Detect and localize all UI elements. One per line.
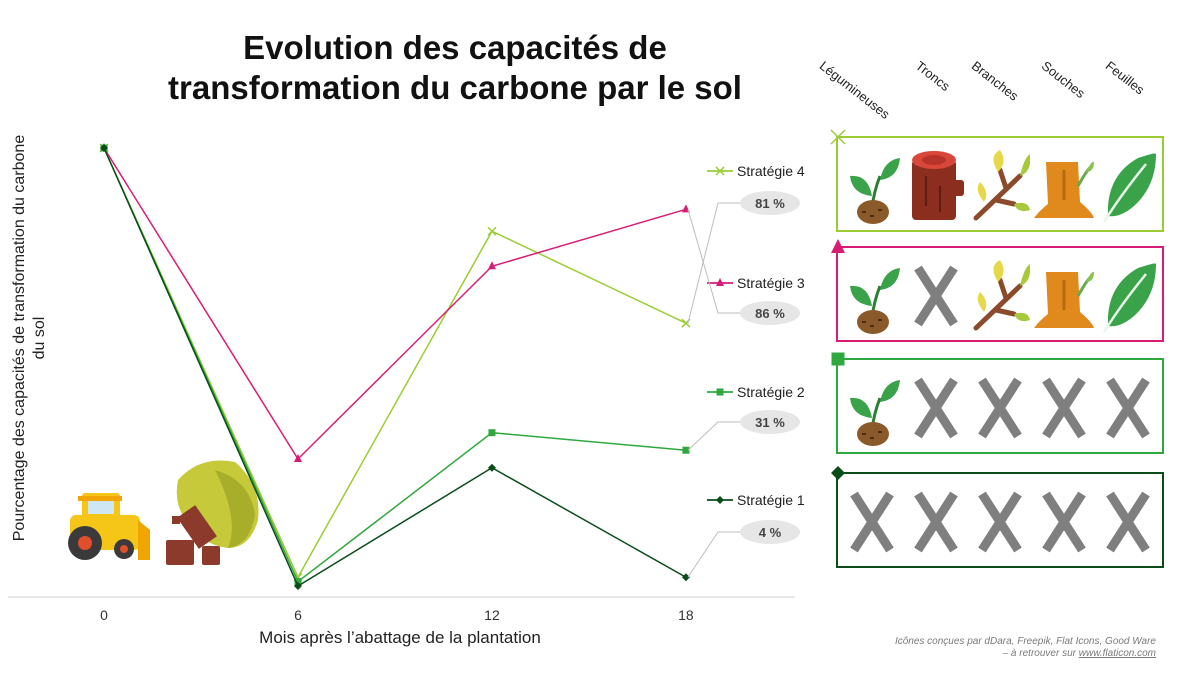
panel-corner-marker	[831, 466, 845, 480]
x-tick-label: 6	[294, 607, 302, 623]
value-label: 86 %	[755, 306, 785, 321]
callout-leader	[687, 531, 740, 578]
leaf-icon	[1098, 256, 1158, 336]
series-line	[103, 147, 687, 583]
value-callout	[740, 410, 800, 434]
series-line	[103, 147, 687, 461]
value-callout	[740, 301, 800, 325]
branch-icon	[970, 256, 1031, 336]
value-label: 81 %	[755, 196, 785, 211]
legume-icon	[842, 256, 902, 336]
legend-label: Stratégie 4	[737, 163, 805, 179]
data-point	[294, 578, 302, 586]
legend-marker	[716, 496, 724, 504]
legend-marker	[716, 388, 724, 396]
value-label: 4 %	[759, 525, 782, 540]
strategy-panel	[831, 466, 1164, 568]
legend-label: Stratégie 2	[737, 384, 805, 400]
value-callout	[740, 191, 800, 215]
data-point	[100, 144, 108, 152]
series-line	[103, 147, 687, 588]
data-point	[681, 573, 690, 582]
corner-marker-shape	[831, 352, 845, 366]
legend-marker	[716, 278, 724, 286]
strategy-panel	[831, 239, 1164, 342]
x-tick-label: 18	[678, 607, 694, 623]
value-callout	[740, 520, 800, 544]
trunk-icon	[906, 146, 966, 226]
cross-icon	[842, 482, 902, 562]
cross-icon	[1034, 368, 1094, 448]
legume-icon	[842, 368, 902, 448]
data-point	[487, 261, 496, 270]
x-tick-label: 12	[484, 607, 500, 623]
value-label: 31 %	[755, 415, 785, 430]
callout-leader	[687, 209, 740, 314]
data-point	[487, 226, 497, 236]
credit-line-1: Icônes conçues par dDara, Freepik, Flat …	[894, 636, 1156, 647]
stump-icon	[1034, 146, 1094, 226]
stump-icon	[1034, 256, 1094, 336]
cross-icon	[906, 256, 966, 336]
corner-marker-shape	[831, 239, 845, 253]
panel-corner-marker	[831, 352, 845, 366]
x-axis-label: Mois après l’abattage de la plantation	[259, 628, 541, 647]
corner-marker-shape	[830, 129, 846, 145]
cross-icon	[1098, 368, 1158, 448]
x-tick-label: 0	[100, 607, 108, 623]
data-point	[487, 463, 496, 472]
strategy-panel	[830, 129, 1164, 232]
series-line	[103, 147, 687, 579]
leaf-icon	[1098, 146, 1158, 226]
credit-line-2: – à retrouver sur	[1002, 648, 1076, 659]
legend-label: Stratégie 3	[737, 275, 805, 291]
cross-icon	[1034, 482, 1094, 562]
data-point	[682, 446, 690, 454]
icon-credit: Icônes conçues par dDara, Freepik, Flat …	[895, 636, 1156, 660]
cross-icon	[906, 368, 966, 448]
title-line-1: Evolution des capacités de	[243, 29, 667, 66]
corner-marker-shape	[831, 466, 845, 480]
bulldozer-icon	[68, 493, 150, 560]
panel-corner-marker	[830, 129, 846, 145]
data-point	[488, 429, 496, 437]
callout-leader	[687, 202, 740, 324]
strategy-panel	[831, 352, 1164, 454]
falling-tree-icon	[166, 460, 259, 565]
legume-icon	[842, 146, 902, 226]
flaticon-link[interactable]: www.flaticon.com	[1078, 648, 1156, 659]
branch-icon	[970, 146, 1031, 226]
panel-corner-marker	[831, 239, 845, 253]
cross-icon	[1098, 482, 1158, 562]
cross-icon	[970, 368, 1030, 448]
callout-leader	[687, 421, 740, 451]
data-point	[293, 453, 302, 462]
cross-icon	[970, 482, 1030, 562]
legend-marker	[715, 166, 725, 176]
cross-icon	[906, 482, 966, 562]
legend-label: Stratégie 1	[737, 492, 805, 508]
data-point	[293, 582, 302, 590]
title-line-2: transformation du carbone par le sol	[168, 69, 742, 106]
chart-title: Evolution des capacités de transformatio…	[60, 28, 850, 108]
